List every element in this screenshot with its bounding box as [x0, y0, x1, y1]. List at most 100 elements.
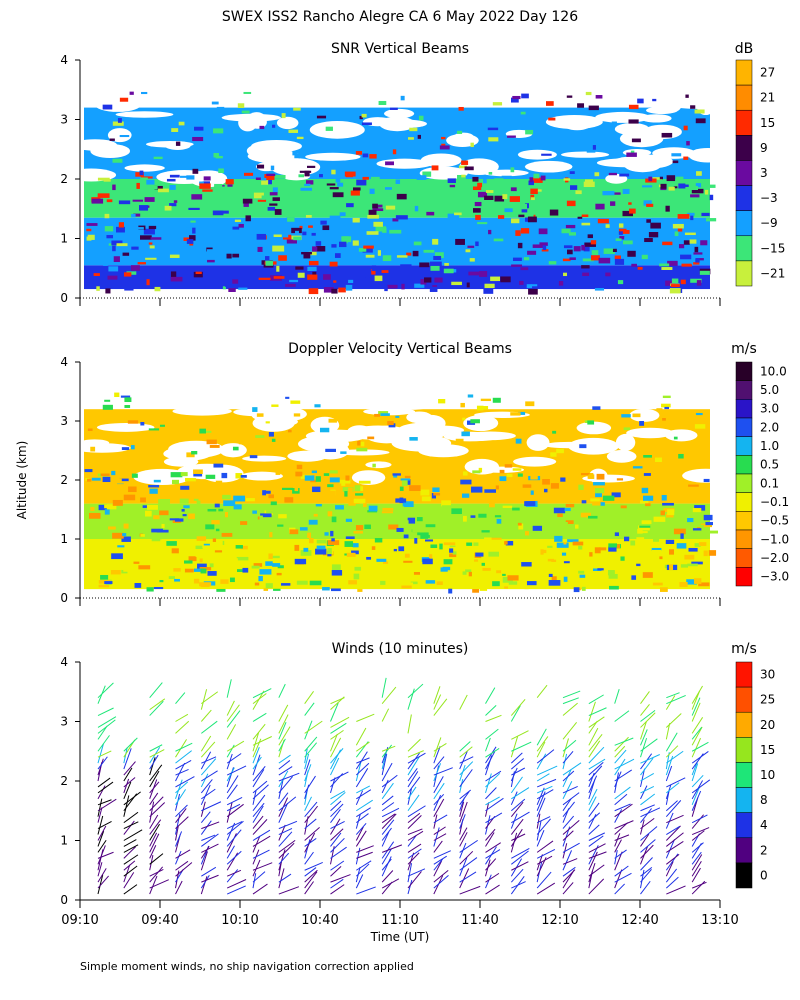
texture-cell	[199, 582, 212, 587]
wind-barb	[304, 702, 315, 716]
texture-cell	[678, 244, 685, 249]
texture-cell	[299, 527, 308, 531]
texture-cell	[186, 239, 194, 244]
colorbar-swatch	[735, 529, 753, 549]
texture-cell	[148, 484, 160, 488]
texture-cell	[194, 126, 204, 131]
texture-cell	[529, 177, 533, 183]
texture-cell	[206, 439, 217, 445]
wind-barb	[691, 814, 704, 829]
wind-barb	[226, 679, 232, 698]
texture-cell	[420, 533, 429, 539]
texture-cell	[622, 210, 634, 217]
texture-cell	[637, 98, 644, 104]
wind-barb	[614, 803, 633, 818]
wind-barb	[200, 876, 208, 895]
texture-cell	[313, 557, 322, 563]
wind-barb	[278, 886, 300, 895]
texture-cell	[456, 130, 463, 134]
texture-cell	[693, 578, 702, 584]
wind-barb	[355, 874, 364, 889]
texture-cell	[186, 229, 198, 234]
wind-barb	[562, 750, 574, 764]
wind-barb	[666, 782, 680, 794]
texture-cell	[123, 523, 129, 529]
wind-barb	[433, 694, 442, 710]
texture-cell	[308, 225, 313, 228]
texture-cell	[569, 171, 575, 174]
texture-cell	[180, 472, 188, 477]
wind-barb	[356, 845, 374, 853]
texture-cell	[393, 473, 398, 478]
texture-cell	[445, 209, 456, 214]
texture-cell	[637, 266, 643, 270]
texture-cell	[352, 240, 359, 246]
texture-cell	[417, 532, 429, 536]
wind-barb	[588, 746, 605, 764]
texture-cell	[615, 238, 622, 241]
texture-cell	[392, 149, 397, 155]
gap-cell	[79, 439, 110, 447]
gap-cell	[265, 417, 298, 427]
texture-cell	[104, 504, 112, 509]
wind-barb	[201, 691, 219, 705]
texture-cell	[257, 199, 267, 202]
texture-cell	[483, 288, 494, 294]
texture-cell	[472, 208, 481, 213]
wind-barb	[691, 702, 701, 722]
texture-cell	[232, 253, 240, 258]
texture-cell	[697, 526, 701, 529]
wind-barb	[640, 833, 650, 847]
wind-barb	[562, 697, 579, 705]
texture-cell	[243, 202, 249, 207]
texture-cell	[475, 214, 481, 220]
wind-barb	[304, 867, 317, 877]
texture-cell	[479, 484, 484, 489]
wind-barb	[330, 716, 350, 728]
texture-cell	[358, 480, 371, 484]
texture-cell	[166, 541, 177, 546]
wind-barb	[123, 872, 135, 889]
wind-barb	[123, 795, 130, 817]
texture-cell	[504, 586, 509, 589]
wind-barb	[355, 863, 370, 877]
texture-cell	[331, 516, 337, 523]
texture-cell	[705, 218, 717, 222]
colorbar-label: 3	[760, 166, 768, 180]
gap-cell	[561, 115, 593, 131]
texture-cell	[447, 178, 456, 183]
texture-cell	[322, 587, 330, 591]
texture-cell	[682, 184, 689, 187]
texture-cell	[459, 261, 463, 264]
texture-cell	[392, 218, 399, 222]
wind-barb	[330, 733, 338, 752]
texture-cell	[594, 488, 605, 494]
texture-cell	[643, 473, 651, 476]
wind-barb	[459, 827, 468, 841]
wind-barb	[356, 741, 370, 752]
y-tick-label: 4	[60, 355, 68, 369]
texture-cell	[525, 129, 534, 135]
texture-cell	[694, 246, 699, 253]
colorbar-swatch	[735, 84, 753, 111]
texture-cell	[463, 471, 468, 476]
texture-cell	[631, 575, 637, 580]
texture-cell	[271, 438, 276, 442]
texture-cell	[632, 269, 643, 276]
wind-barb	[536, 741, 546, 758]
wind-barb	[356, 813, 369, 824]
colorbar-label: 3.0	[760, 402, 779, 416]
texture-cell	[684, 232, 696, 236]
texture-cell	[358, 247, 367, 252]
wind-barb	[433, 782, 445, 800]
colorbar-label: 1.0	[760, 439, 779, 453]
wind-barb	[123, 829, 143, 841]
texture-cell	[272, 563, 281, 567]
wind-barb	[149, 819, 162, 835]
texture-cell	[124, 405, 131, 408]
texture-cell	[327, 484, 334, 488]
wind-barb	[536, 736, 549, 752]
texture-cell	[580, 512, 591, 518]
texture-cell	[86, 223, 98, 226]
wind-barb	[278, 714, 289, 734]
